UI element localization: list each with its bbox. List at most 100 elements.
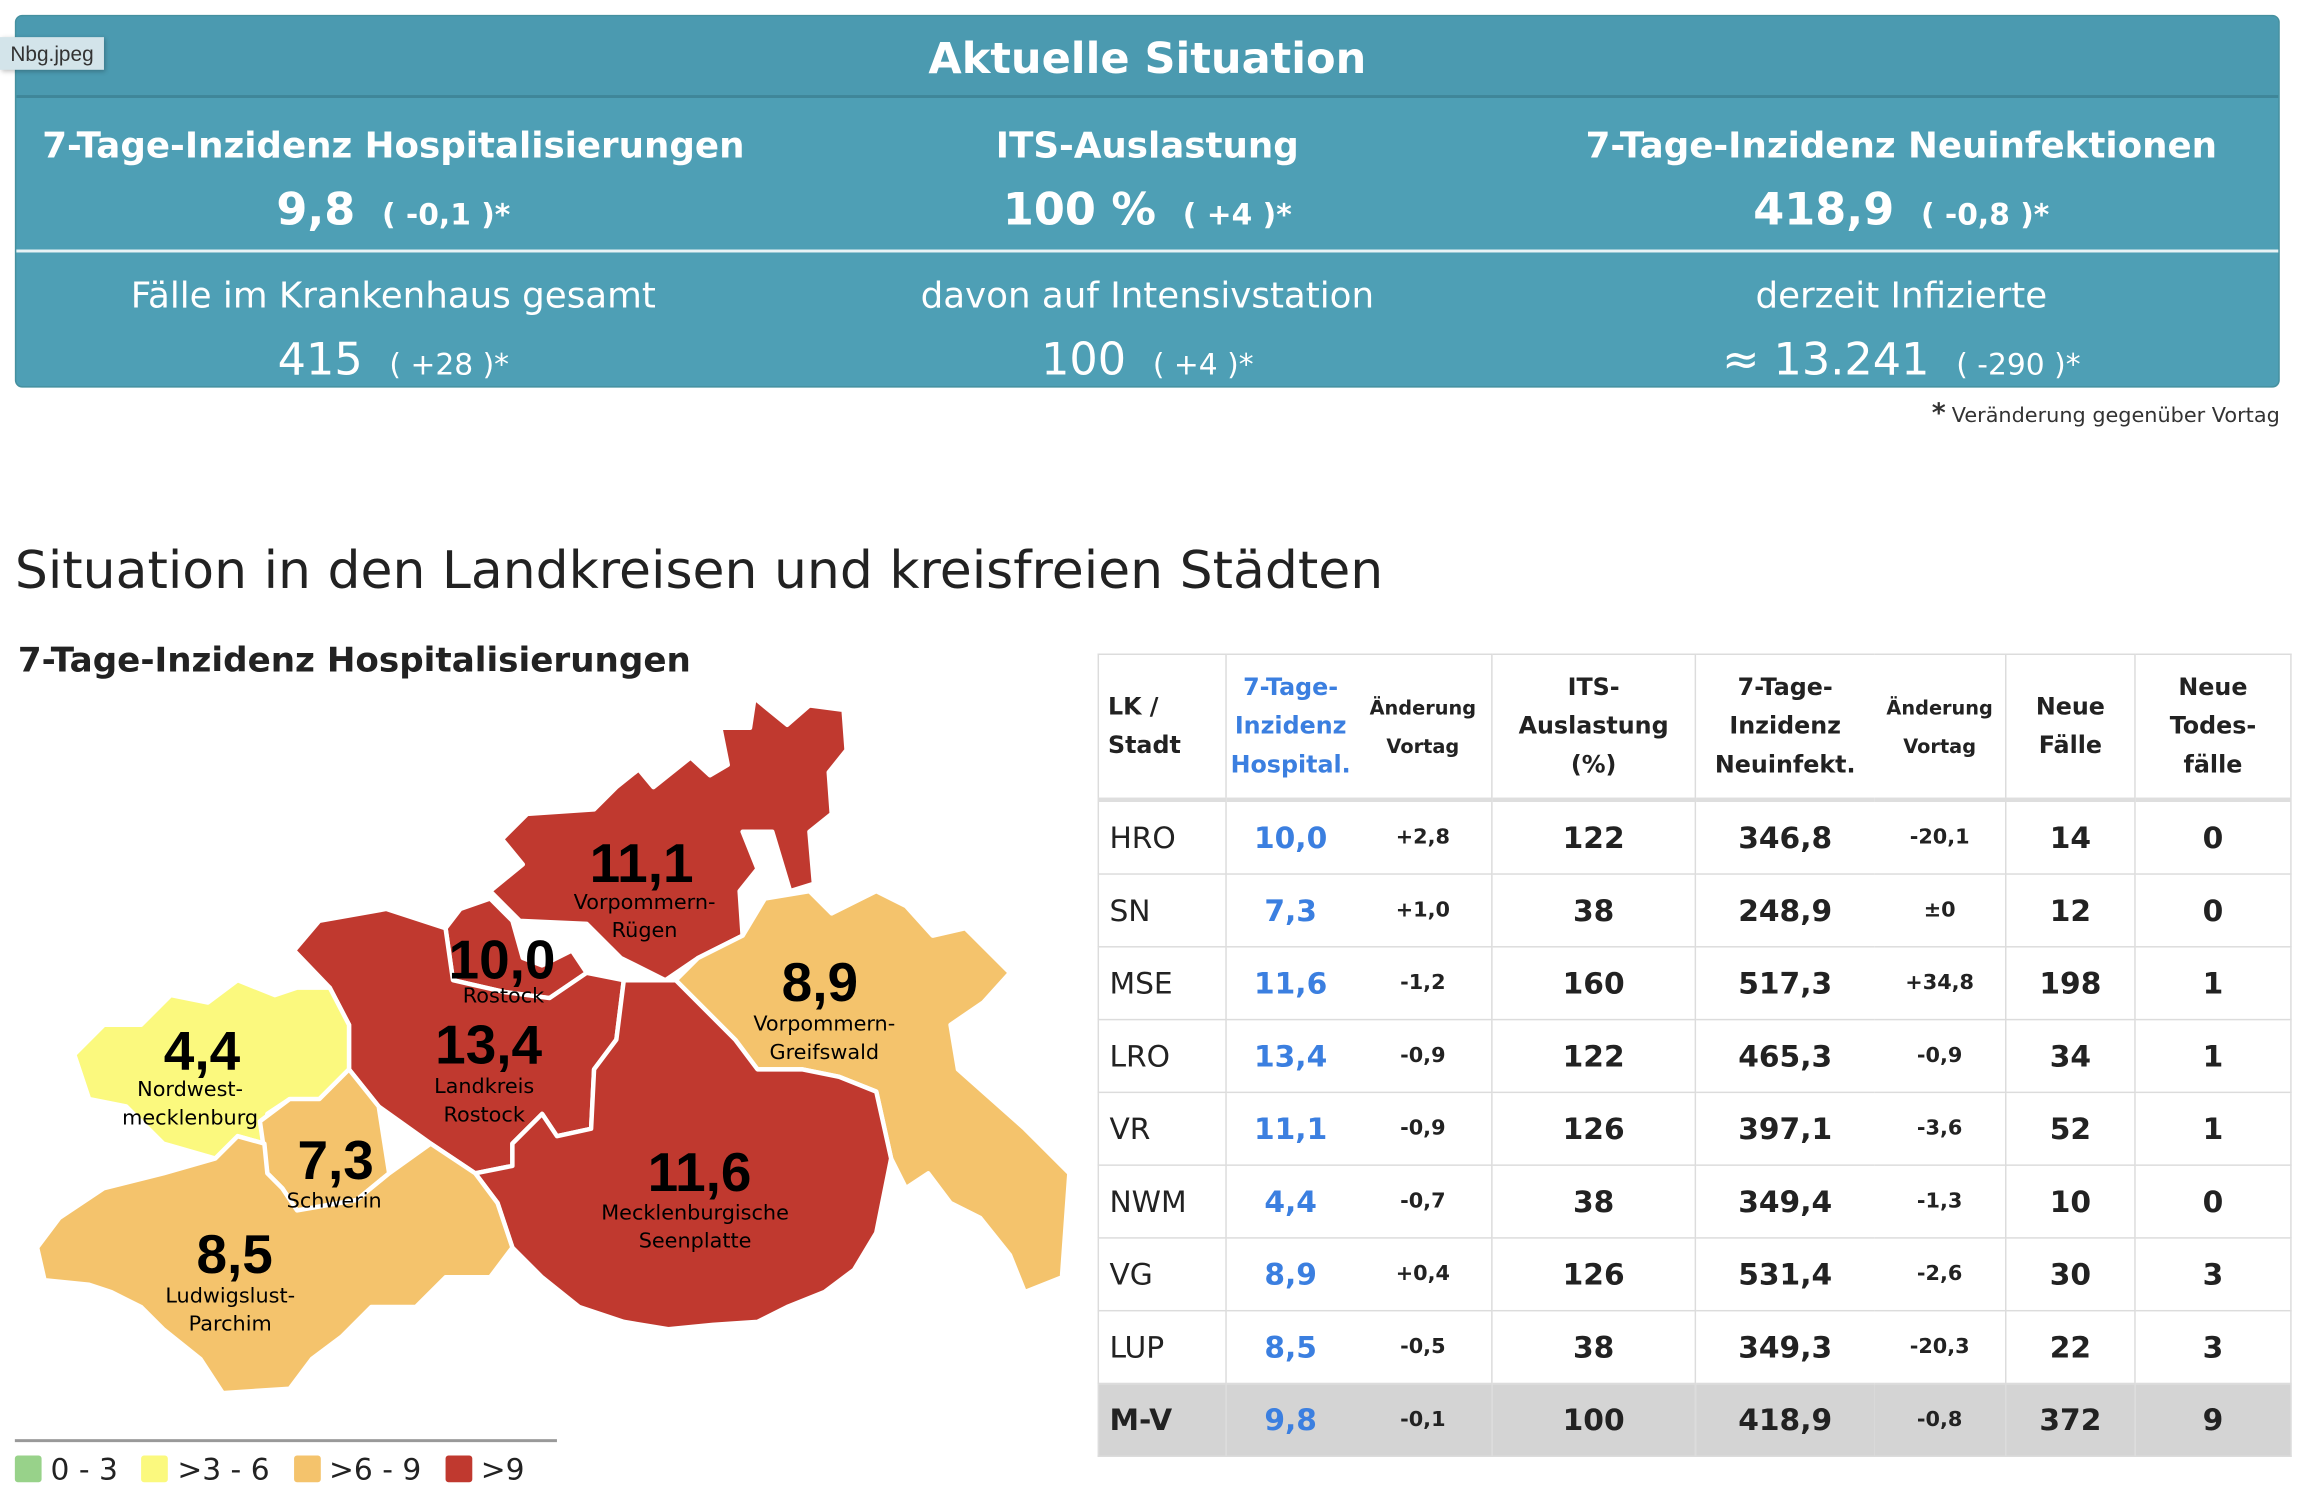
table-row: SN 7,3 +1,0 38 248,9 ±0 12 0 — [1097, 873, 2292, 948]
cell-new-change: ±0 — [1874, 873, 2007, 948]
legend-swatch-green — [14, 1455, 42, 1483]
cell-new-cases: 12 — [2005, 873, 2136, 948]
cell-hosp-incidence: 10,0 — [1225, 799, 1355, 875]
cell-new-incidence: 517,3 — [1694, 946, 1875, 1021]
cell-new-deaths: 1 — [2134, 1018, 2292, 1094]
stat-label: 7-Tage-Inzidenz Hospitalisierungen — [42, 124, 745, 167]
cell-new-incidence: 349,3 — [1694, 1309, 1875, 1385]
footnote-text: Veränderung gegenüber Vortag — [1951, 403, 2280, 428]
legend-item: >3 - 6 — [141, 1451, 270, 1487]
cell-hosp-change: +1,0 — [1354, 873, 1493, 948]
map-value-sn: 7,3 — [297, 1129, 373, 1191]
cell-its: 160 — [1491, 946, 1697, 1021]
cell-new-change: -0,8 — [1874, 1382, 2007, 1457]
map-name-lup-2: Parchim — [189, 1312, 272, 1336]
legend-swatch-red — [445, 1455, 472, 1483]
stat-value: 9,8 — [276, 184, 356, 237]
cell-new-incidence: 397,1 — [1694, 1091, 1875, 1166]
table-row: LRO 13,4 -0,9 122 465,3 -0,9 34 1 — [1097, 1018, 2292, 1094]
section-title: Situation in den Landkreisen und kreisfr… — [14, 542, 1384, 602]
stat-label: 7-Tage-Inzidenz Neuinfektionen — [1585, 124, 2218, 167]
cell-its: 38 — [1491, 1164, 1697, 1239]
cell-hosp-incidence: 11,6 — [1225, 946, 1355, 1021]
stat-value: 100 % — [1002, 184, 1157, 237]
col-new-incidence: 7-Tage- Inzidenz Neuinfekt. — [1694, 653, 1875, 803]
map-value-vr: 11,1 — [590, 832, 694, 894]
col-hosp-incidence: 7-Tage- Inzidenz Hospital. — [1225, 653, 1355, 803]
cell-hosp-change: -0,7 — [1354, 1164, 1493, 1239]
cell-new-cases: 52 — [2005, 1091, 2136, 1166]
cell-new-deaths: 0 — [2134, 799, 2292, 875]
cell-its: 122 — [1491, 1018, 1697, 1094]
table-row: LUP 8,5 -0,5 38 349,3 -20,3 22 3 — [1097, 1309, 2292, 1385]
stat-label: ITS-Auslastung — [995, 124, 1299, 167]
cell-hosp-incidence: 8,5 — [1225, 1309, 1355, 1385]
stat-value: 418,9 — [1753, 184, 1895, 237]
map-value-lro: 13,4 — [435, 1013, 542, 1075]
cell-its: 126 — [1491, 1091, 1697, 1166]
region-lup[interactable] — [34, 1133, 515, 1396]
stat-value: ≈ 13.241 — [1722, 334, 1930, 387]
col-new-deaths: Neue Todes-fälle — [2134, 653, 2292, 803]
stat-value: 100 — [1041, 334, 1127, 387]
cell-new-incidence: 248,9 — [1694, 873, 1875, 948]
asterisk-icon: * — [1931, 398, 1946, 430]
map-name-mse: Mecklenburgische — [601, 1200, 789, 1224]
cell-lk: MSE — [1097, 946, 1227, 1021]
map-name-lro: Landkreis — [434, 1074, 534, 1098]
stat-delta: ( -0,1 )* — [381, 196, 511, 232]
region-mse[interactable] — [473, 978, 894, 1332]
legend-label: >3 - 6 — [177, 1451, 270, 1487]
map-name-vr: Vorpommern- — [574, 890, 716, 914]
summary-row-primary: 7-Tage-Inzidenz Hospitalisierungen 9,8 ( … — [16, 100, 2278, 241]
cell-new-deaths: 0 — [2134, 1164, 2292, 1239]
cell-hosp-incidence: 11,1 — [1225, 1091, 1355, 1166]
cell-lk: HRO — [1097, 799, 1227, 875]
cell-new-cases: 14 — [2005, 799, 2136, 875]
cell-new-incidence: 346,8 — [1694, 799, 1875, 875]
cell-new-deaths: 9 — [2134, 1382, 2292, 1457]
stat-delta: ( -0,8 )* — [1920, 196, 2050, 232]
legend-swatch-orange — [293, 1455, 321, 1483]
table-header-row: LK / Stadt 7-Tage- Inzidenz Hospital. Änder… — [1097, 653, 2292, 803]
map-name-lro-2: Rostock — [443, 1102, 524, 1126]
map-name-lup: Ludwigslust- — [165, 1284, 295, 1308]
cell-new-incidence: 531,4 — [1694, 1237, 1875, 1312]
legend-label: >6 - 9 — [329, 1451, 422, 1487]
cell-new-deaths: 1 — [2134, 946, 2292, 1021]
stat-currently-infected: derzeit Infizierte ≈ 13.241 ( -290 )* — [1524, 252, 2278, 389]
cell-its: 100 — [1491, 1382, 1697, 1457]
map-name-mse-2: Seenplatte — [639, 1229, 752, 1253]
district-table: LK / Stadt 7-Tage- Inzidenz Hospital. Änder… — [1097, 653, 2292, 1457]
legend-swatch-yellow — [141, 1455, 169, 1483]
cell-its: 122 — [1491, 799, 1697, 875]
cell-hosp-incidence: 7,3 — [1225, 873, 1355, 948]
cell-new-change: -20,1 — [1874, 799, 2007, 875]
stat-label: derzeit Infizierte — [1755, 274, 2048, 317]
stat-label: davon auf Intensivstation — [920, 274, 1375, 317]
filename-tooltip: Nbg.jpeg — [0, 37, 105, 70]
cell-new-change: -2,6 — [1874, 1237, 2007, 1312]
legend-item: 0 - 3 — [14, 1451, 118, 1487]
legend-item: >6 - 9 — [293, 1451, 421, 1487]
stat-new-infection-incidence: 7-Tage-Inzidenz Neuinfektionen 418,9 ( -0… — [1524, 100, 2278, 241]
cell-hosp-change: -0,5 — [1354, 1309, 1493, 1385]
cell-new-deaths: 3 — [2134, 1237, 2292, 1312]
region-vr[interactable] — [487, 695, 849, 983]
legend-label: 0 - 3 — [50, 1451, 118, 1487]
stat-delta: ( -290 )* — [1956, 346, 2081, 382]
map-labels: 11,1 Vorpommern- Rügen 10,0 Rostock 13,4… — [122, 832, 895, 1336]
map-value-mse: 11,6 — [648, 1141, 752, 1203]
cell-new-incidence: 349,4 — [1694, 1164, 1875, 1239]
summary-card: Aktuelle Situation 7-Tage-Inzidenz Hospi… — [14, 14, 2280, 389]
table-row: NWM 4,4 -0,7 38 349,4 -1,3 10 0 — [1097, 1164, 2292, 1239]
cell-new-deaths: 3 — [2134, 1309, 2292, 1385]
cell-new-incidence: 465,3 — [1694, 1018, 1875, 1094]
cell-hosp-incidence: 13,4 — [1225, 1018, 1355, 1094]
cell-lk: VG — [1097, 1237, 1227, 1312]
cell-new-cases: 198 — [2005, 946, 2136, 1021]
stat-value: 415 — [277, 334, 363, 387]
cell-hosp-incidence: 9,8 — [1225, 1382, 1355, 1457]
choropleth-map: 11,1 Vorpommern- Rügen 10,0 Rostock 13,4… — [34, 695, 1072, 1396]
